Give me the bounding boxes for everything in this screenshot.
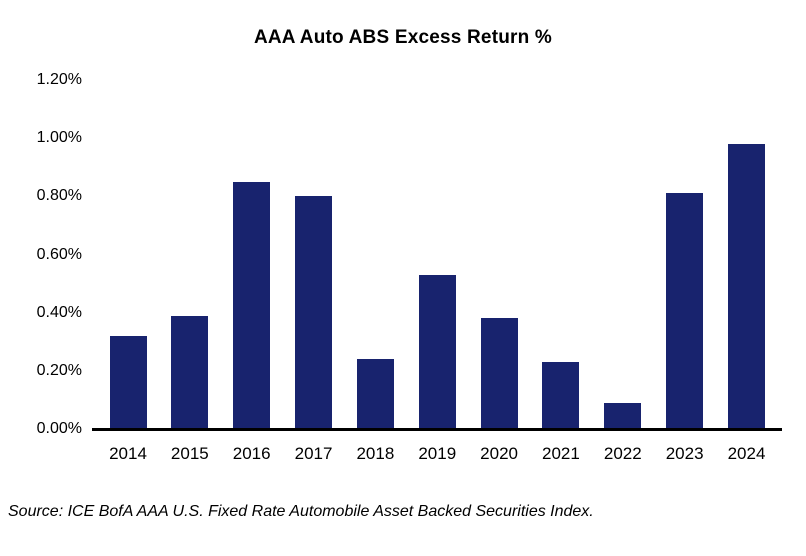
plot-area	[96, 80, 780, 429]
x-tick-2023: 2023	[665, 444, 704, 463]
y-tick-0.00%: 0.00%	[36, 420, 82, 437]
y-tick-0.80%: 0.80%	[36, 187, 82, 205]
x-tick-2024: 2024	[727, 444, 766, 463]
bar-2023	[666, 193, 704, 429]
x-tick-2018: 2018	[356, 444, 395, 463]
x-tick-2020: 2020	[480, 444, 518, 463]
bar-2016	[233, 181, 271, 429]
bar-2021	[542, 362, 580, 429]
y-tick-0.40%: 0.40%	[36, 303, 82, 321]
bar-2019	[418, 274, 456, 429]
y-tick-1.20%: 1.20%	[36, 71, 82, 88]
y-tick-0.20%: 0.20%	[36, 361, 82, 379]
bar-2020	[480, 318, 518, 429]
x-tick-2015: 2015	[170, 444, 209, 463]
bar-2014	[109, 335, 147, 429]
chart-title: AAA Auto ABS Excess Return %	[253, 27, 553, 48]
x-tick-2016: 2016	[232, 444, 271, 463]
x-axis-line	[92, 428, 782, 431]
y-tick-1.00%: 1.00%	[36, 129, 82, 147]
bar-2024	[728, 143, 765, 429]
x-tick-2022: 2022	[603, 444, 642, 463]
x-tick-2017: 2017	[294, 444, 333, 463]
bar-2022	[604, 402, 642, 429]
y-axis: 0.00% 0.20% 0.40% 0.60% 0.80% 1.00% 1.20%	[0, 0, 82, 556]
bar-2015	[171, 315, 209, 429]
x-tick-2014: 2014	[109, 444, 147, 463]
x-tick-2019: 2019	[418, 444, 457, 463]
source-note: Source: ICE BofA AAA U.S. Fixed Rate Aut…	[8, 503, 594, 520]
bar-2017	[295, 196, 333, 429]
bar-2018	[356, 359, 394, 429]
x-tick-2021: 2021	[542, 444, 580, 463]
y-tick-0.60%: 0.60%	[36, 245, 82, 263]
